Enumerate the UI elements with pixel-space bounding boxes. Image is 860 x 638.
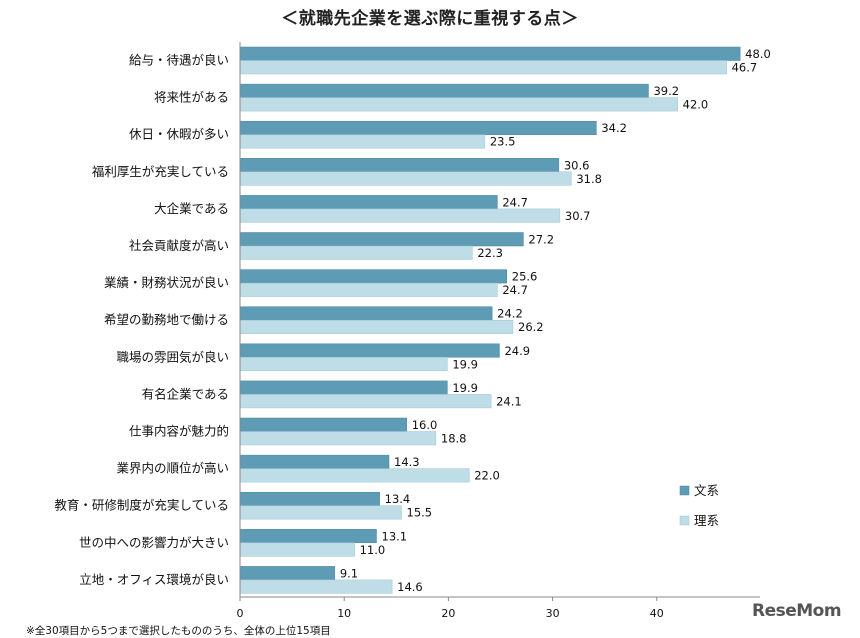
value-label-rikei-3: 31.8 (576, 172, 602, 186)
footnote: ※全30項目から5つまで選択したもののうち、全体の上位15項目 (26, 625, 331, 637)
category-label-5: 社会貢献度が高い (129, 238, 229, 253)
category-label-13: 世の中への影響力が大きい (79, 535, 229, 550)
value-label-rikei-8: 19.9 (452, 357, 478, 371)
value-label-rikei-6: 24.7 (502, 283, 528, 297)
value-label-bunkei-14: 9.1 (340, 566, 358, 580)
value-label-rikei-9: 24.1 (496, 394, 522, 408)
bar-bunkei-14 (239, 566, 336, 581)
category-label-14: 立地・オフィス環境が良い (79, 572, 229, 587)
value-label-bunkei-0: 48.0 (745, 47, 771, 61)
bar-rikei-0 (239, 60, 727, 75)
value-label-rikei-12: 15.5 (407, 506, 433, 520)
value-label-rikei-5: 22.3 (477, 246, 503, 260)
value-label-bunkei-8: 24.9 (504, 344, 530, 358)
x-tick-label-3: 30 (546, 607, 560, 620)
bar-bunkei-2 (239, 120, 597, 135)
value-label-bunkei-11: 14.3 (394, 455, 420, 469)
bar-rikei-4 (239, 208, 561, 223)
x-tick-label-4: 40 (650, 607, 664, 620)
bars-group (239, 46, 741, 594)
bar-rikei-11 (239, 468, 470, 483)
bar-rikei-10 (239, 431, 437, 446)
bar-rikei-2 (239, 134, 486, 149)
bar-bunkei-5 (239, 232, 524, 247)
bar-bunkei-0 (239, 46, 741, 61)
bar-bunkei-4 (239, 195, 498, 210)
value-label-rikei-2: 23.5 (490, 135, 516, 149)
bar-bunkei-1 (239, 83, 649, 98)
bar-bunkei-7 (239, 306, 493, 321)
value-label-bunkei-7: 24.2 (497, 307, 523, 321)
category-label-9: 有名企業である (142, 386, 229, 401)
value-label-rikei-1: 42.0 (683, 98, 709, 112)
bar-rikei-7 (239, 319, 514, 334)
value-label-rikei-7: 26.2 (518, 320, 544, 334)
value-label-rikei-0: 46.7 (732, 61, 758, 75)
category-label-11: 業界内の順位が高い (116, 461, 229, 476)
category-label-2: 休日・休暇が多い (129, 127, 229, 142)
bar-bunkei-3 (239, 158, 560, 173)
value-label-bunkei-6: 25.6 (512, 270, 538, 284)
category-label-1: 将来性がある (154, 90, 229, 105)
value-label-rikei-10: 18.8 (441, 432, 467, 446)
legend-label-rikei: 理系 (694, 513, 719, 528)
value-label-rikei-14: 14.6 (397, 580, 423, 594)
bar-bunkei-9 (239, 380, 448, 395)
value-label-bunkei-2: 34.2 (601, 121, 627, 135)
category-label-4: 大企業である (154, 201, 229, 216)
bar-rikei-8 (239, 357, 448, 372)
bar-bunkei-12 (239, 491, 380, 506)
bar-bunkei-6 (239, 269, 508, 284)
category-label-6: 業績・財務状況が良い (104, 275, 229, 290)
bar-rikei-14 (239, 579, 393, 594)
x-tick-label-0: 0 (237, 607, 244, 620)
bar-bunkei-8 (239, 343, 500, 358)
value-label-bunkei-4: 24.7 (502, 195, 528, 209)
value-label-bunkei-12: 13.4 (385, 492, 411, 506)
category-label-8: 職場の雰囲気が良い (116, 349, 229, 364)
x-axis: 0 10 20 30 40 (237, 42, 760, 620)
value-label-rikei-4: 30.7 (565, 209, 591, 223)
bar-rikei-6 (239, 282, 498, 297)
bar-rikei-9 (239, 394, 492, 409)
x-tick-label-2: 20 (441, 607, 455, 620)
value-label-rikei-13: 11.0 (360, 543, 386, 557)
category-label-10: 仕事内容が魅力的 (129, 424, 229, 439)
legend-swatch-rikei (679, 515, 690, 526)
category-label-12: 教育・研修制度が充実している (54, 498, 229, 513)
category-label-7: 希望の勤務地で働ける (104, 312, 229, 327)
x-tick-label-1: 10 (337, 607, 351, 620)
category-label-0: 給与・待遇が良い (129, 53, 229, 68)
legend-swatch-bunkei (679, 485, 690, 496)
value-label-rikei-11: 22.0 (474, 469, 500, 483)
value-labels-group: 48.046.7 39.2 42.0 34.2 23.5 30.631.8 24.7 30.7… (340, 47, 771, 594)
value-label-bunkei-3: 30.6 (564, 158, 590, 172)
value-label-bunkei-1: 39.2 (653, 84, 679, 98)
bar-rikei-3 (239, 171, 572, 186)
bar-rikei-13 (239, 542, 355, 557)
value-label-bunkei-9: 19.9 (452, 381, 478, 395)
watermark-logo: ReseMom (752, 601, 842, 621)
value-label-bunkei-10: 16.0 (412, 418, 438, 432)
chart-title: ＜就職先企業を選ぶ際に重視する点＞ (281, 9, 579, 29)
legend-label-bunkei: 文系 (694, 483, 719, 498)
bar-rikei-5 (239, 245, 473, 260)
bar-bunkei-10 (239, 417, 407, 432)
bar-rikei-1 (239, 97, 678, 112)
bar-bunkei-13 (239, 529, 377, 544)
value-label-bunkei-13: 13.1 (382, 529, 408, 543)
category-labels-group: 給与・待遇が良い将来性がある休日・休暇が多い福利厚生が充実している大企業である社… (54, 53, 229, 587)
bar-rikei-12 (239, 505, 402, 520)
category-label-3: 福利厚生が充実している (92, 164, 229, 179)
bar-bunkei-11 (239, 454, 390, 469)
value-label-bunkei-5: 27.2 (528, 233, 554, 247)
